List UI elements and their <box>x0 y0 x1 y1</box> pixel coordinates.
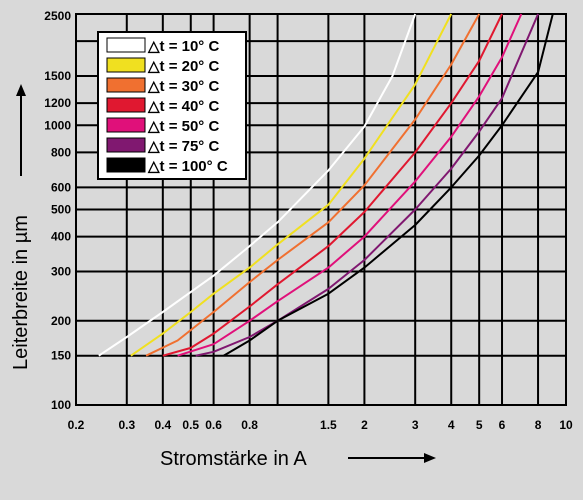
y-tick-label: 600 <box>51 180 71 194</box>
y-axis-arrow <box>16 84 26 176</box>
y-tick-label: 500 <box>51 203 71 217</box>
legend-swatch <box>106 117 146 133</box>
y-tick-label: 1200 <box>44 96 71 110</box>
y-tick-label: 150 <box>51 349 71 363</box>
series-line-7 <box>223 13 554 357</box>
x-tick-label: 6 <box>499 418 506 432</box>
x-tick-label: 0.3 <box>118 418 135 432</box>
y-axis-ticks: 100 150 200 300 400 500 600 800 1000 1200 1500 2500 <box>44 9 71 412</box>
series-line-5 <box>177 13 523 357</box>
legend-label: △t = 20° C <box>147 58 219 75</box>
x-tick-label: 5 <box>476 418 483 432</box>
x-axis-arrow <box>348 453 436 463</box>
y-tick-label: 300 <box>51 265 71 279</box>
x-tick-label: 0.6 <box>205 418 222 432</box>
y-tick-label: 400 <box>51 230 71 244</box>
x-tick-label: 4 <box>448 418 455 432</box>
y-tick-label: 800 <box>51 145 71 159</box>
y-tick-label: 100 <box>51 398 71 412</box>
legend: △t = 10° C △t = 20° C △t = 30° C △t = 40° C… <box>97 31 247 180</box>
y-tick-label: 1000 <box>44 118 71 132</box>
legend-swatch <box>106 37 146 53</box>
legend-label: △t = 50° C <box>147 118 219 135</box>
x-tick-label: 8 <box>535 418 542 432</box>
x-tick-label: 3 <box>412 418 419 432</box>
series-line-6 <box>195 13 540 357</box>
x-tick-label: 0.4 <box>154 418 171 432</box>
x-tick-label: 2 <box>361 418 368 432</box>
legend-label: △t = 30° C <box>147 78 219 95</box>
x-axis-ticks: 0.2 0.3 0.4 0.5 0.6 0.8 1.5 2 3 4 5 6 8 10 <box>68 418 573 432</box>
x-axis-title: Stromstärke in A <box>160 448 307 470</box>
legend-label: △t = 10° C <box>147 38 219 55</box>
x-tick-label: 0.5 <box>182 418 199 432</box>
x-tick-label: 10 <box>559 418 573 432</box>
series-group <box>98 13 554 357</box>
legend-swatch <box>106 137 146 153</box>
series-line-4 <box>162 13 503 357</box>
legend-swatch <box>106 57 146 73</box>
y-tick-label: 1500 <box>44 69 71 83</box>
x-tick-label: 0.2 <box>68 418 85 432</box>
legend-swatch <box>106 77 146 93</box>
legend-swatch <box>106 97 146 113</box>
legend-label: △t = 100° C <box>147 158 228 175</box>
legend-swatch <box>106 157 146 173</box>
series-line-1 <box>98 13 417 357</box>
series-line-3 <box>145 13 481 357</box>
y-axis-title: Leiterbreite in µm <box>10 215 32 370</box>
series-line-2 <box>130 13 453 357</box>
legend-label: △t = 40° C <box>147 98 219 115</box>
x-tick-label: 1.5 <box>320 418 337 432</box>
y-tick-label: 200 <box>51 314 71 328</box>
legend-label: △t = 75° C <box>147 138 219 155</box>
y-tick-label: 2500 <box>44 9 71 23</box>
x-tick-label: 0.8 <box>241 418 258 432</box>
